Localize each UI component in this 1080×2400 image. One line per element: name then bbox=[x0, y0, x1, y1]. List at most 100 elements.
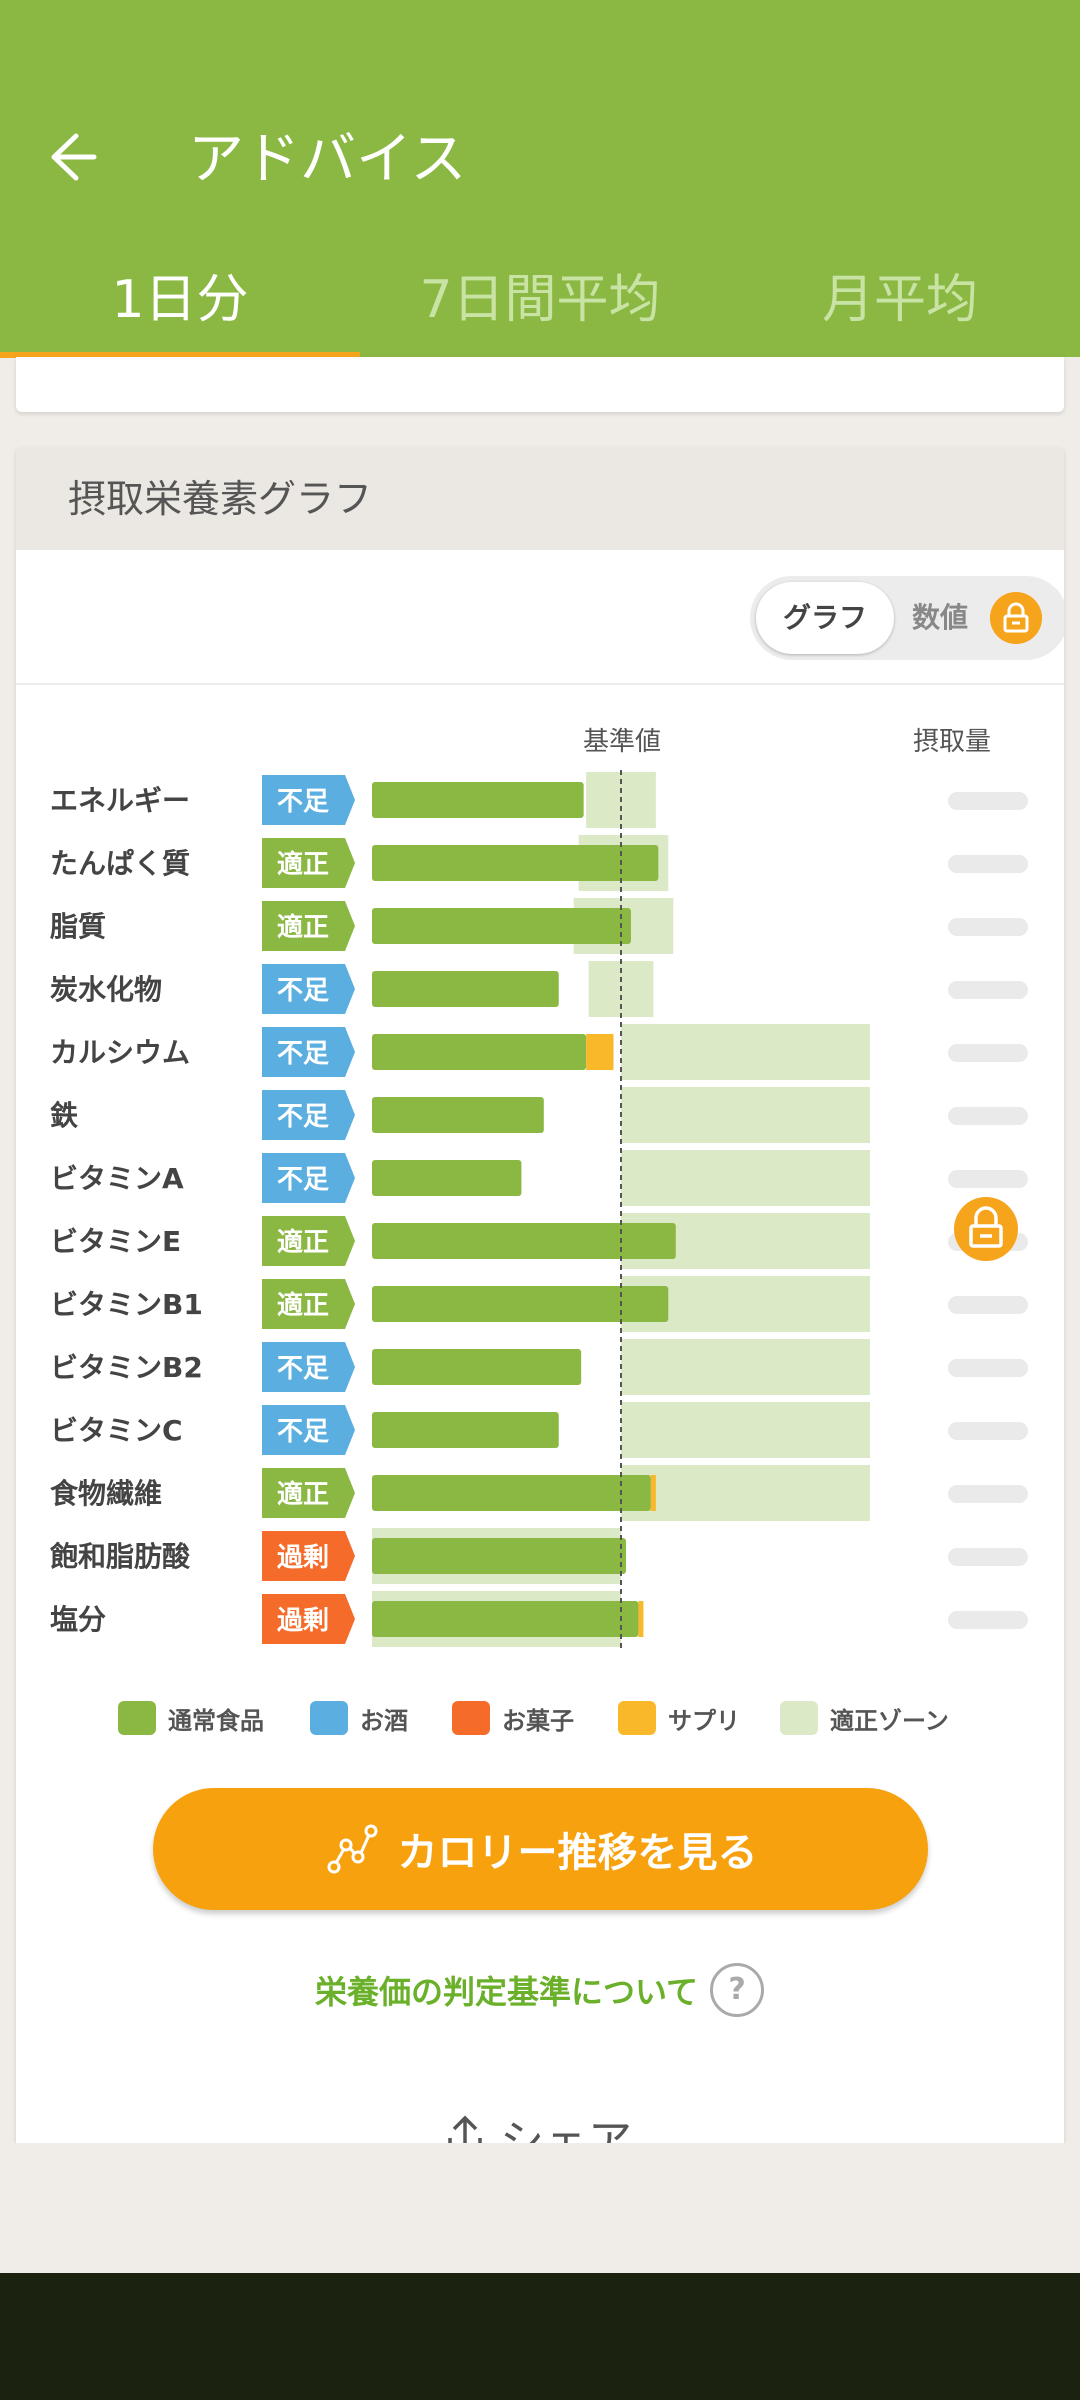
nutrient-label: 塩分 bbox=[50, 1603, 106, 1636]
proper-zone-bar bbox=[621, 1024, 870, 1080]
nutrient-label: エネルギー bbox=[50, 784, 190, 817]
nutrient-label: 鉄 bbox=[50, 1099, 78, 1132]
blurred-intake-value bbox=[948, 855, 1028, 873]
nutrient-label: ビタミンA bbox=[50, 1162, 184, 1195]
card-header: 摂取栄養素グラフ bbox=[16, 447, 1064, 550]
status-badge-label: 不足 bbox=[277, 1102, 329, 1132]
status-badge bbox=[262, 1216, 355, 1266]
share-button[interactable]: シェア bbox=[440, 2112, 632, 2144]
status-badge-label: 不足 bbox=[277, 1165, 329, 1195]
reference-column-header: 基準値 bbox=[583, 727, 661, 757]
status-badge-label: 過剰 bbox=[277, 1543, 329, 1573]
legend-label: 通常食品 bbox=[168, 1706, 264, 1735]
legend-item-proper-zone: 適正ゾーン bbox=[780, 1700, 949, 1736]
intake-bar-food bbox=[372, 1097, 544, 1133]
legend-label: 適正ゾーン bbox=[830, 1706, 949, 1735]
intake-bar-food bbox=[372, 782, 584, 818]
blurred-intake-value bbox=[948, 1296, 1028, 1314]
status-badge-label: 適正 bbox=[277, 849, 329, 880]
intake-bar-supplement bbox=[638, 1601, 644, 1637]
intake-bar-food bbox=[372, 1475, 651, 1511]
intake-bar-supplement bbox=[650, 1475, 656, 1511]
nutrient-label: 飽和脂肪酸 bbox=[50, 1540, 191, 1573]
tab-monthly-average[interactable]: 月平均 bbox=[821, 270, 978, 330]
blurred-intake-value bbox=[948, 1107, 1028, 1125]
tab-weekly-average[interactable]: 7日間平均 bbox=[419, 270, 661, 330]
nutrient-label: ビタミンE bbox=[50, 1225, 181, 1258]
intake-bar-food bbox=[372, 845, 659, 881]
legend-label: お菓子 bbox=[502, 1706, 574, 1735]
nutrient-label: 炭水化物 bbox=[50, 973, 162, 1006]
status-badge bbox=[262, 964, 355, 1014]
proper-zone-bar bbox=[621, 1087, 870, 1143]
tab-daily[interactable]: 1日分 bbox=[111, 270, 249, 330]
intake-bar-food bbox=[372, 1286, 669, 1322]
blurred-intake-value bbox=[948, 1359, 1028, 1377]
legend-item-alcohol: お酒 bbox=[310, 1700, 408, 1736]
legend-swatch bbox=[118, 1701, 156, 1735]
toggle-graph-button[interactable]: グラフ bbox=[756, 582, 894, 654]
status-badge-label: 不足 bbox=[277, 1354, 329, 1384]
status-badge bbox=[262, 901, 355, 951]
status-badge bbox=[262, 775, 355, 825]
intake-bar-food bbox=[372, 1601, 639, 1637]
active-tab-indicator bbox=[0, 352, 360, 358]
proper-zone-bar bbox=[621, 1402, 870, 1458]
help-icon: ? bbox=[710, 1963, 765, 2017]
judgment-criteria-link[interactable]: 栄養価の判定基準について ? bbox=[315, 1962, 765, 2018]
criteria-link-label: 栄養価の判定基準について bbox=[315, 1973, 699, 2011]
legend-label: お酒 bbox=[360, 1706, 408, 1735]
legend-swatch bbox=[452, 1701, 490, 1735]
share-label: シェア bbox=[500, 2116, 632, 2144]
legend-item-supplements: サプリ bbox=[618, 1700, 740, 1736]
card-title: 摂取栄養素グラフ bbox=[68, 477, 373, 521]
intake-lock-icon[interactable] bbox=[954, 1197, 1018, 1261]
blurred-intake-value bbox=[948, 1170, 1028, 1188]
intake-bar-food bbox=[372, 1538, 626, 1574]
view-calorie-trend-button[interactable]: カロリー推移を見る bbox=[153, 1788, 928, 1910]
intake-bar-supplement bbox=[586, 1034, 614, 1070]
blurred-intake-value bbox=[948, 1611, 1028, 1629]
nutrient-label: ビタミンB1 bbox=[50, 1288, 203, 1321]
blurred-intake-value bbox=[948, 1548, 1028, 1566]
nutrient-label: ビタミンB2 bbox=[50, 1351, 203, 1384]
intake-column-header: 摂取量 bbox=[913, 727, 991, 757]
previous-card-bottom bbox=[16, 357, 1064, 412]
intake-bar-food bbox=[372, 1160, 522, 1196]
blurred-intake-value bbox=[948, 981, 1028, 999]
nutrient-label: たんぱく質 bbox=[50, 847, 190, 880]
status-badge bbox=[262, 1153, 355, 1203]
intake-bar-food bbox=[372, 1034, 587, 1070]
proper-zone-bar bbox=[621, 1339, 870, 1395]
legend-label: サプリ bbox=[668, 1706, 740, 1735]
blurred-intake-value bbox=[948, 918, 1028, 936]
status-badge bbox=[262, 1342, 355, 1392]
legend-swatch bbox=[618, 1701, 656, 1735]
back-arrow-icon[interactable] bbox=[40, 122, 110, 192]
cta-label: カロリー推移を見る bbox=[397, 1830, 758, 1876]
view-toggle: グラフ 数値 bbox=[750, 576, 1064, 660]
lock-icon[interactable] bbox=[990, 592, 1042, 644]
blurred-intake-value bbox=[948, 1422, 1028, 1440]
nutrient-label: カルシウム bbox=[50, 1036, 190, 1069]
status-badge-label: 適正 bbox=[277, 1290, 329, 1321]
intake-bar-food bbox=[372, 908, 631, 944]
intake-bar-food bbox=[372, 1223, 676, 1259]
app-bar: アドバイス 1日分 7日間平均 月平均 bbox=[0, 0, 1080, 358]
status-badge-label: 不足 bbox=[277, 976, 329, 1006]
status-badge-label: 不足 bbox=[277, 1417, 329, 1447]
status-badge bbox=[262, 1468, 355, 1518]
legend-swatch bbox=[780, 1701, 818, 1735]
system-navigation-bar bbox=[0, 2273, 1080, 2400]
intake-bar-food bbox=[372, 1412, 559, 1448]
status-badge-label: 適正 bbox=[277, 1479, 329, 1510]
status-badge-label: 不足 bbox=[277, 1039, 329, 1069]
status-badge bbox=[262, 838, 355, 888]
toggle-number-button[interactable]: 数値 bbox=[912, 601, 969, 634]
status-badge-label: 適正 bbox=[277, 1227, 329, 1258]
legend-item-food: 通常食品 bbox=[118, 1700, 264, 1736]
proper-zone-bar bbox=[621, 1150, 870, 1206]
status-badge bbox=[262, 1090, 355, 1140]
card-divider bbox=[16, 683, 1064, 685]
